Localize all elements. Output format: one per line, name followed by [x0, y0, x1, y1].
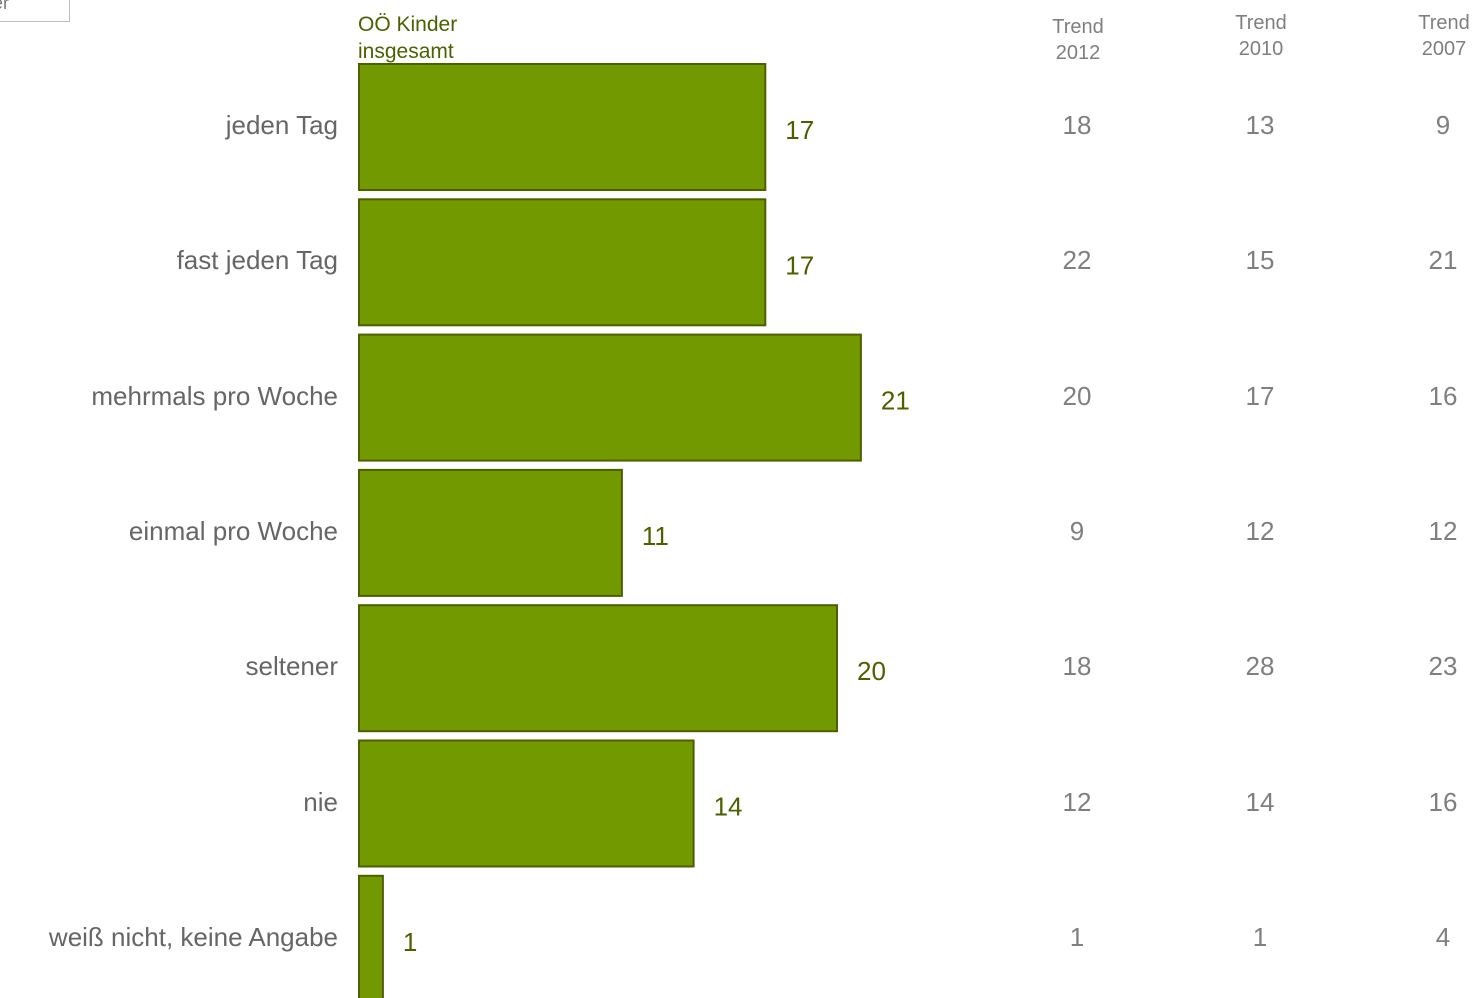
bar-4	[358, 604, 838, 733]
trend-value-3-2: 12	[1428, 515, 1458, 546]
trend-value-6-1: 1	[1252, 921, 1268, 952]
trend-value-1-0: 22	[1062, 245, 1092, 276]
trend-value-4-0: 18	[1062, 651, 1092, 682]
bar-6	[358, 874, 384, 998]
trend-value-3-1: 12	[1245, 515, 1275, 546]
trend-value-6-0: 1	[1069, 921, 1085, 952]
trend-value-1-1: 15	[1245, 245, 1275, 276]
bar-2	[358, 333, 862, 462]
trend-value-5-1: 14	[1245, 786, 1275, 817]
bar-5	[358, 739, 695, 868]
value-label-1: 17	[785, 250, 814, 280]
trend-value-4-1: 28	[1245, 651, 1275, 682]
trend-header-2012: Trend 2012	[1052, 16, 1104, 64]
category-label-4: seltener	[245, 651, 339, 682]
category-label-2: mehrmals pro Woche	[91, 380, 338, 411]
corner-box: er	[0, 0, 70, 22]
trend-header-2007: Trend 2007	[1418, 12, 1470, 60]
value-label-3: 11	[642, 521, 669, 551]
value-label-0: 17	[785, 115, 814, 145]
trend-value-2-0: 20	[1062, 380, 1092, 411]
bar-0	[358, 63, 767, 191]
value-label-4: 20	[857, 656, 886, 686]
category-label-1: fast jeden Tag	[176, 245, 338, 276]
trend-value-5-2: 16	[1428, 786, 1458, 817]
trend-value-0-1: 13	[1245, 110, 1275, 140]
category-label-5: nie	[303, 786, 338, 817]
value-label-2: 21	[881, 386, 910, 416]
trend-value-0-0: 18	[1062, 110, 1092, 140]
trend-value-0-2: 9	[1435, 110, 1451, 140]
trend-value-2-2: 16	[1428, 380, 1458, 411]
trend-value-4-2: 23	[1428, 651, 1458, 682]
bar-3	[358, 468, 623, 597]
trend-value-2-1: 17	[1245, 380, 1275, 411]
trend-value-1-2: 21	[1428, 245, 1458, 276]
corner-label: er	[0, 0, 10, 13]
trend-value-6-2: 4	[1435, 921, 1451, 952]
value-label-6: 1	[403, 927, 417, 957]
category-label-0: jeden Tag	[225, 110, 338, 140]
trend-value-3-0: 9	[1069, 515, 1085, 546]
trend-value-5-0: 12	[1062, 786, 1092, 817]
trend-header-2010: Trend 2010	[1235, 12, 1287, 60]
category-label-6: weiß nicht, keine Angabe	[48, 921, 338, 952]
series-label: OÖ Kinder insgesamt	[358, 13, 458, 63]
value-label-5: 14	[714, 792, 743, 822]
category-label-3: einmal pro Woche	[128, 515, 338, 546]
bar-1	[358, 198, 767, 327]
